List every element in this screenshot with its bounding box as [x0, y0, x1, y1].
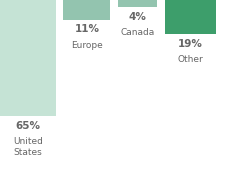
Text: 19%: 19%	[178, 39, 203, 49]
Text: Europe: Europe	[71, 41, 103, 50]
FancyBboxPatch shape	[118, 0, 157, 7]
Text: 11%: 11%	[74, 24, 99, 34]
FancyBboxPatch shape	[0, 0, 56, 116]
Text: Canada: Canada	[120, 28, 155, 37]
Text: 65%: 65%	[16, 121, 41, 131]
FancyBboxPatch shape	[164, 0, 216, 34]
FancyBboxPatch shape	[63, 0, 110, 20]
Text: Other: Other	[177, 55, 203, 64]
Text: United
States: United States	[13, 137, 43, 157]
Text: 4%: 4%	[129, 12, 146, 22]
